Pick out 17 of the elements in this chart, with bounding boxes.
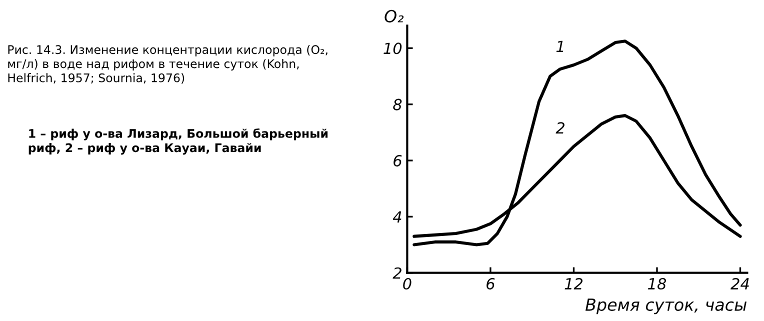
x-tick-label: 0 xyxy=(403,278,412,290)
text: Рис. 14.3. Изменение концентрации кислорода (O₂, мг/л) в воде над рифом в течение суток (Kohn, Helfrich, 1957; Sournia, 1976) xyxy=(8,44,328,84)
y-tick-label: 8 xyxy=(393,98,402,110)
line-series xyxy=(412,40,742,246)
series-label: 1 xyxy=(556,40,564,52)
x-tick-label: 18 xyxy=(648,278,666,290)
x-axis-title: Время суток, часы xyxy=(585,298,746,314)
y-tick-label: 6 xyxy=(394,154,402,167)
series-label: 2 xyxy=(556,122,564,134)
x-tick-label: 6 xyxy=(486,278,495,290)
y-axis-title: O₂ xyxy=(384,10,404,22)
text: 1 – риф у о-ва Лизард, Большой барьерный риф, 2 – риф у о-ва Кауаи, Гавайи xyxy=(28,128,328,155)
x-tick-label: 12 xyxy=(564,278,583,290)
x-tick-label: 24 xyxy=(730,278,749,290)
y-tick-label: 10 xyxy=(384,42,402,54)
y-tick-label: 2 xyxy=(392,267,402,279)
y-tick-label: 4 xyxy=(392,211,402,222)
